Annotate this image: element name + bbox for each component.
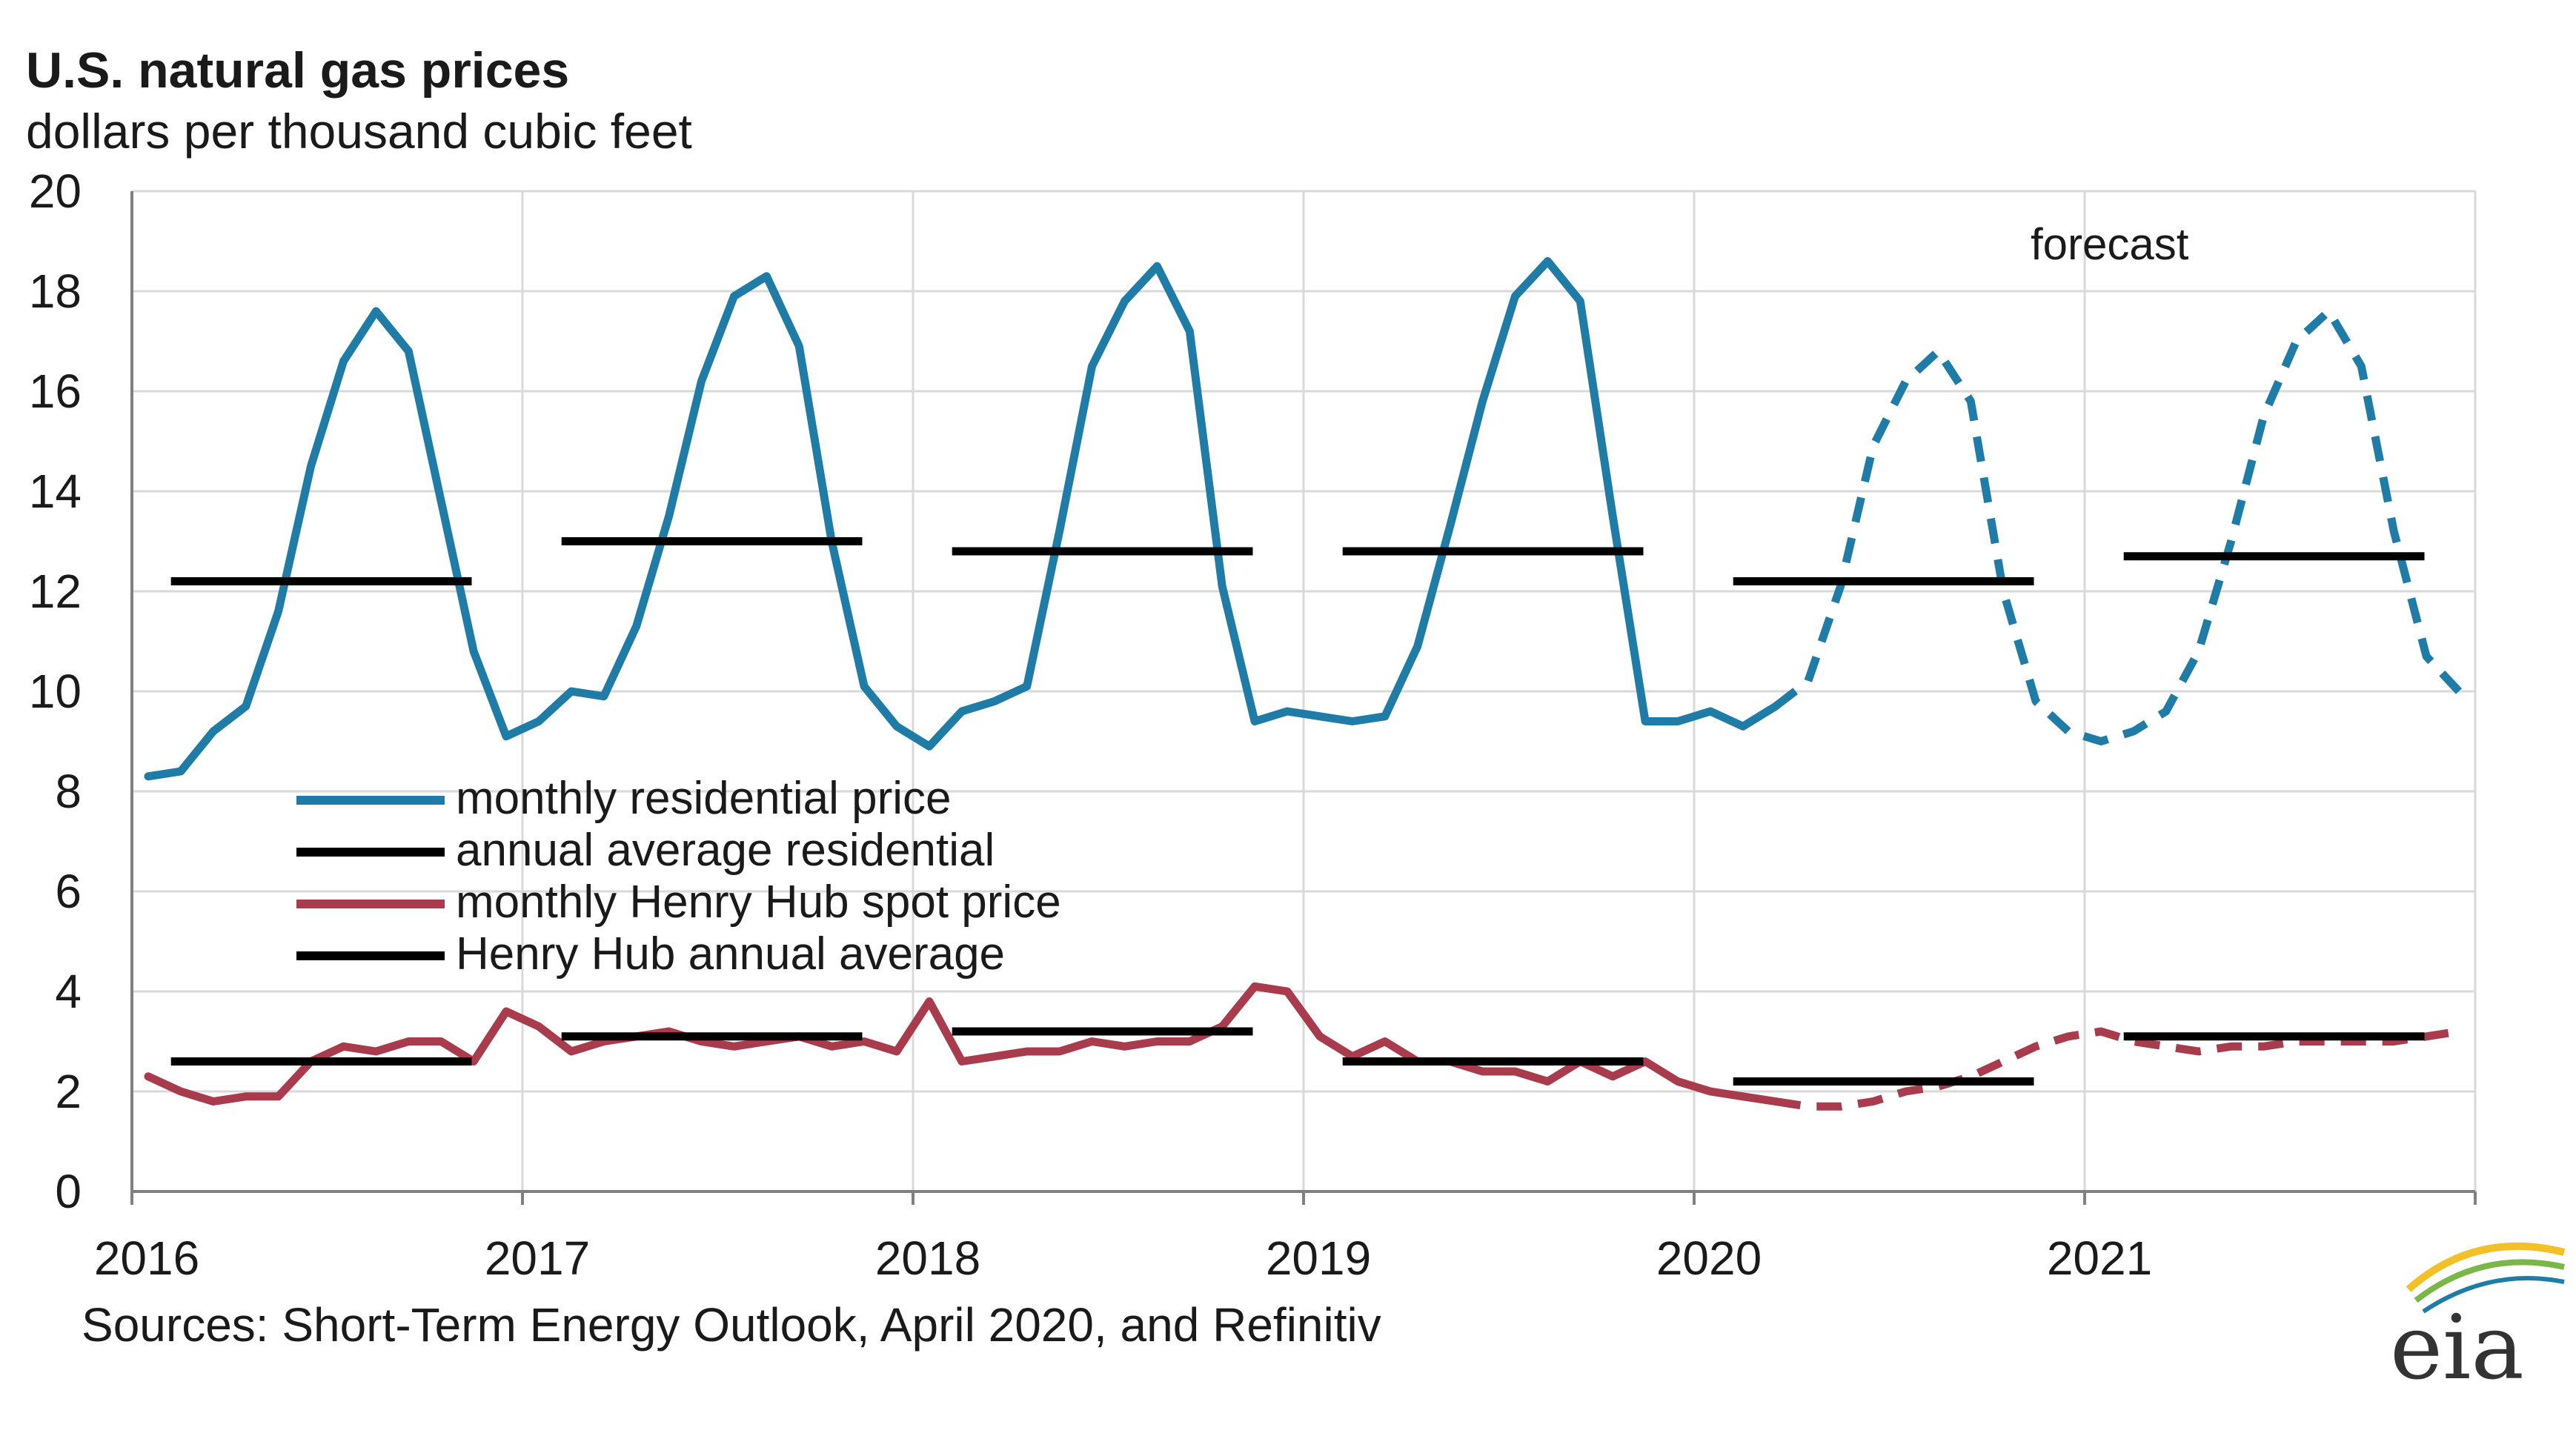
series-line-2-forecast <box>1774 1027 2460 1111</box>
legend-label-monthly-residential: monthly residential price <box>456 773 952 824</box>
y-tick-label: 12 <box>29 565 82 618</box>
y-tick-label: 16 <box>29 365 82 418</box>
legend-label-annual-residential: annual average residential <box>456 825 995 876</box>
logo-swoosh-blue <box>2422 1276 2565 1314</box>
x-tick-label: 2016 <box>94 1231 199 1285</box>
eia-logo: eia <box>2390 1242 2566 1400</box>
x-tick-label: 2020 <box>1656 1231 1762 1285</box>
series-line-0-forecast <box>1773 307 2463 745</box>
chart-title: U.S. natural gas prices <box>26 42 569 99</box>
y-tick-label: 20 <box>29 164 82 218</box>
y-tick-label: 10 <box>29 665 82 718</box>
x-tick-label: 2018 <box>875 1231 980 1285</box>
gridlines <box>132 190 2477 1191</box>
forecast-label: forecast <box>2031 219 2189 269</box>
x-tick-label: 2017 <box>485 1231 590 1285</box>
series-line-2-history <box>144 982 1780 1106</box>
source-note: Sources: Short-Term Energy Outlook, Apri… <box>82 1298 1381 1352</box>
y-tick-label: 14 <box>29 465 82 518</box>
logo-swoosh-green <box>2414 1259 2565 1303</box>
y-tick-label: 4 <box>55 965 82 1018</box>
eia-logo-text: eia <box>2390 1297 2524 1400</box>
series-lines <box>144 257 2463 1111</box>
y-tick-label: 18 <box>29 265 82 318</box>
y-tick-label: 0 <box>55 1165 82 1218</box>
y-tick-labels: 0 2 4 6 8 10 12 14 16 18 20 <box>29 164 82 1218</box>
y-tick-label: 6 <box>55 865 82 918</box>
axes <box>130 191 2477 1205</box>
logo-swoosh-yellow <box>2406 1242 2566 1292</box>
chart-subtitle: dollars per thousand cubic feet <box>26 104 692 159</box>
legend: monthly residential price annual average… <box>296 773 1061 980</box>
legend-label-henry-hub-annual: Henry Hub annual average <box>456 928 1005 980</box>
x-tick-label: 2021 <box>2047 1231 2152 1285</box>
legend-label-henry-hub-monthly: monthly Henry Hub spot price <box>456 877 1061 928</box>
x-tick-label: 2019 <box>1266 1231 1371 1285</box>
y-tick-label: 2 <box>55 1065 82 1118</box>
series-line-0-history <box>144 257 1780 781</box>
x-tick-labels: 2016 2017 2018 2019 2020 2021 <box>94 1231 2152 1285</box>
y-tick-label: 8 <box>55 765 82 818</box>
